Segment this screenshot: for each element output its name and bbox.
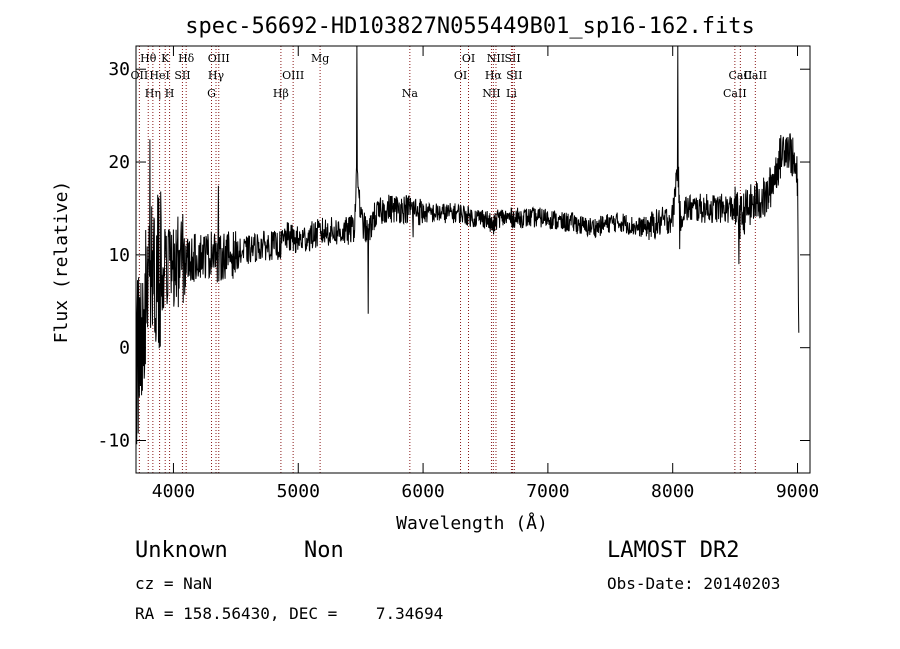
x-tick-label-8000: 8000 <box>651 481 694 502</box>
y-tick-label-20: 20 <box>108 152 130 173</box>
line-label-8: G <box>207 87 216 100</box>
x-tick-label-6000: 6000 <box>401 481 444 502</box>
x-tick-label-5000: 5000 <box>277 481 320 502</box>
spectrum-series <box>135 45 800 445</box>
x-tick-label-9000: 9000 <box>776 481 819 502</box>
line-label-16: OI <box>462 52 475 65</box>
object-name: Unknown <box>135 538 228 563</box>
line-label-18: Hα <box>485 69 503 82</box>
y-axis-label: Flux (relative) <box>51 181 72 344</box>
x-axis-label: Wavelength (Å) <box>396 512 548 534</box>
chart-title: spec-56692-HD103827N055449B01_sp16-162.f… <box>185 14 755 39</box>
line-label-5: H <box>165 87 175 100</box>
line-label-11: Hβ <box>273 87 289 100</box>
line-label-3: HeI <box>149 69 169 82</box>
x-tick-label-4000: 4000 <box>152 481 195 502</box>
y-tick-label--10: -10 <box>97 431 130 452</box>
line-label-0: Hθ <box>140 52 157 65</box>
line-label-10: OIII <box>208 52 230 65</box>
line-label-19: NII <box>487 52 505 65</box>
line-label-24: CaII <box>729 69 753 82</box>
line-label-7: Hδ <box>178 52 195 65</box>
line-label-2: Hη <box>145 87 161 100</box>
x-tick-label-7000: 7000 <box>526 481 569 502</box>
line-label-13: Mg <box>311 52 329 65</box>
object-class: Non <box>304 538 344 563</box>
observation-date: Obs-Date: 20140203 <box>607 574 781 593</box>
y-tick-label-10: 10 <box>108 245 130 266</box>
y-tick-label-0: 0 <box>119 338 130 359</box>
survey-name: LAMOST DR2 <box>607 538 740 563</box>
y-tick-label-30: 30 <box>108 59 130 80</box>
line-label-1: OII <box>131 69 149 82</box>
line-label-4: K <box>161 52 170 65</box>
y-axis: -10 0 10 20 30 <box>97 59 810 452</box>
x-axis: 4000 5000 6000 7000 8000 9000 <box>152 46 819 502</box>
line-label-21: Li <box>506 87 517 100</box>
coordinates-readout: RA = 158.56430, DEC = 7.34694 <box>135 604 444 623</box>
line-label-9: Hγ <box>208 69 225 82</box>
line-label-17: NII <box>482 87 500 100</box>
redshift-readout: cz = NaN <box>135 574 213 593</box>
line-label-14: Na <box>402 87 419 100</box>
line-label-20: SII <box>504 52 520 65</box>
line-label-6: SII <box>174 69 190 82</box>
spectrum-line <box>135 45 800 445</box>
line-label-15: OI <box>454 69 467 82</box>
line-label-22: SII <box>506 69 522 82</box>
line-label-23: CaII <box>723 87 747 100</box>
line-label-12: OIII <box>282 69 304 82</box>
plot-frame <box>135 45 811 474</box>
line-label-25: CaII <box>743 69 767 82</box>
